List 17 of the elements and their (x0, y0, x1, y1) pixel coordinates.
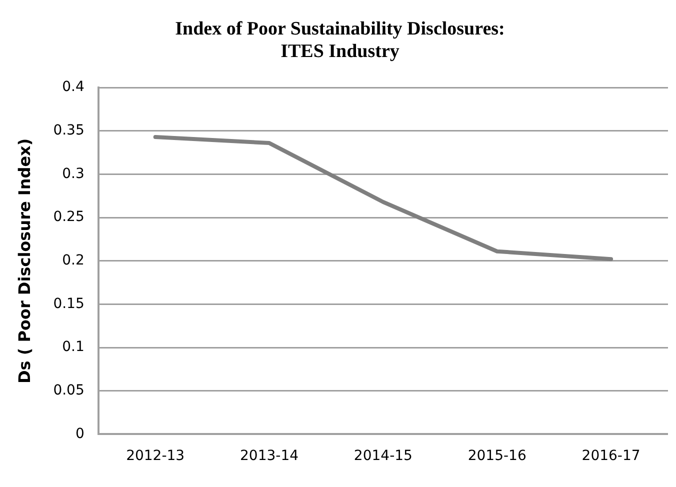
y-tick-label: 0.15 (53, 296, 84, 312)
y-axis-title: Ds ( Poor Disclosure Index) (14, 138, 34, 384)
text: ITES Industry (280, 41, 400, 62)
y-tick-label: 0.25 (53, 209, 84, 226)
y-tick-label: 0.4 (62, 79, 84, 96)
y-tick-label: 0.1 (62, 339, 84, 356)
x-tick-label: 2016-17 (582, 448, 640, 464)
y-tick-label: 0 (75, 426, 84, 442)
y-tick-label: 0.2 (62, 252, 84, 269)
x-tick-label: 2015-16 (468, 448, 526, 464)
x-tick-label: 2012-13 (126, 448, 185, 464)
y-tick-label: 0.35 (53, 122, 84, 139)
x-tick-label: 2013-14 (240, 448, 299, 464)
y-tick-label: 0.05 (53, 382, 84, 399)
x-tick-label: 2014-15 (354, 448, 412, 464)
y-tick-label: 0.3 (62, 166, 84, 182)
text: Index of Poor Sustainability Disclosures: (175, 18, 505, 40)
